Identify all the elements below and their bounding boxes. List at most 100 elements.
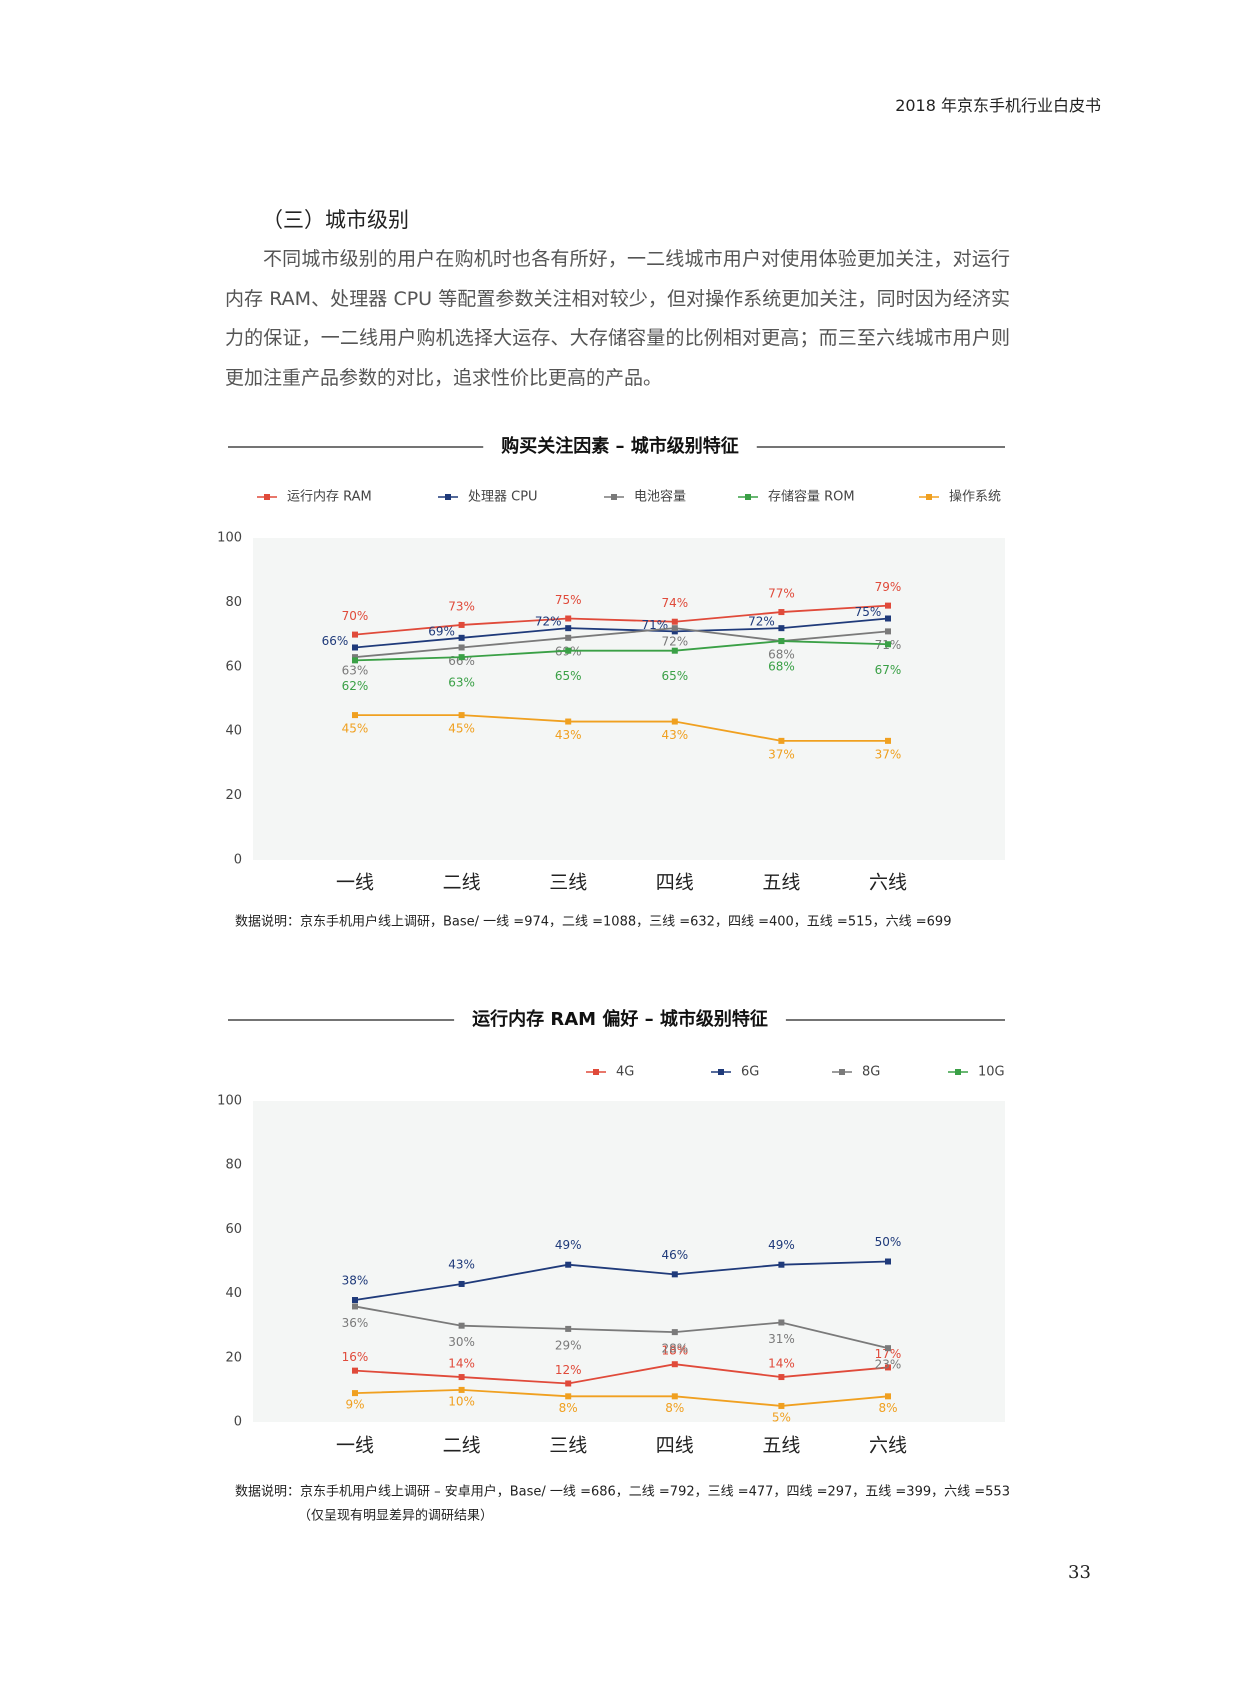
data-label: 65% xyxy=(661,669,688,683)
legend-label: 10G xyxy=(978,1065,1005,1080)
series-line xyxy=(354,1305,889,1350)
data-label: 66% xyxy=(322,634,349,648)
data-label: 9% xyxy=(345,1398,364,1412)
chart: 运行内存 RAM 偏好 – 城市级别特征 4G 6G 8G 10G 0 20 40 60 80 10… xyxy=(217,1008,1010,1524)
data-label: 49% xyxy=(768,1238,795,1252)
data-point xyxy=(565,718,572,725)
y-tick-label: 100 xyxy=(217,531,242,546)
data-label: 28% xyxy=(661,1342,688,1356)
data-point xyxy=(565,1261,572,1268)
data-point xyxy=(885,641,891,648)
data-label: 63% xyxy=(342,664,369,678)
data-label: 38% xyxy=(342,1274,369,1288)
data-point xyxy=(352,712,358,719)
data-point xyxy=(671,1393,678,1400)
x-tick-label: 五线 xyxy=(762,872,800,894)
x-tick-label: 二线 xyxy=(443,872,481,894)
data-label: 37% xyxy=(875,747,902,761)
data-label: 46% xyxy=(661,1248,688,1262)
data-label: 69% xyxy=(428,624,455,638)
data-point xyxy=(671,625,678,632)
y-tick-label: 60 xyxy=(225,1222,242,1237)
note: 数据说明：京东手机用户线上调研 – 安卓用户，Base/ 一线 =686，二线 … xyxy=(235,1484,1010,1500)
legend-marker xyxy=(839,1069,845,1075)
data-label: 5% xyxy=(772,1410,791,1424)
data-point xyxy=(458,1322,465,1329)
data-point xyxy=(671,1271,678,1278)
data-label: 45% xyxy=(448,722,475,736)
data-label: 8% xyxy=(665,1401,684,1415)
section-title: （三）城市级别 xyxy=(262,208,409,232)
data-point xyxy=(352,644,358,651)
legend-label: 操作系统 xyxy=(949,489,1001,505)
x-tick-label: 四线 xyxy=(656,872,694,894)
data-label: 31% xyxy=(768,1332,795,1346)
x-tick-label: 五线 xyxy=(762,1435,800,1457)
y-tick-label: 0 xyxy=(234,1415,242,1430)
x-tick-label: 一线 xyxy=(336,872,374,894)
data-point xyxy=(458,1374,465,1381)
data-label: 8% xyxy=(559,1401,578,1415)
x-tick-label: 三线 xyxy=(549,872,587,894)
plot-area xyxy=(253,538,1005,860)
data-label: 37% xyxy=(768,747,795,761)
data-label: 8% xyxy=(878,1401,897,1415)
data-point xyxy=(565,1380,572,1387)
legend-marker xyxy=(955,1069,961,1075)
legend-label: 电池容量 xyxy=(634,489,686,505)
data-point xyxy=(885,1345,891,1352)
data-label: 50% xyxy=(875,1235,902,1249)
data-point xyxy=(885,1258,891,1265)
data-point xyxy=(778,1402,785,1409)
data-label: 16% xyxy=(342,1350,369,1364)
legend-marker xyxy=(445,494,451,500)
legend-marker xyxy=(593,1069,599,1075)
data-point xyxy=(565,625,572,632)
data-label: 18% xyxy=(661,1344,688,1358)
data-point xyxy=(352,654,358,661)
data-point xyxy=(671,647,678,654)
data-label: 63% xyxy=(448,676,475,690)
data-point xyxy=(352,1390,358,1397)
data-point xyxy=(778,638,785,645)
series-line xyxy=(354,640,889,662)
x-tick-label: 四线 xyxy=(656,1435,694,1457)
legend-marker xyxy=(264,494,270,500)
data-label: 43% xyxy=(555,728,582,742)
data-point xyxy=(352,1297,358,1304)
data-point xyxy=(885,628,891,635)
data-label: 67% xyxy=(875,663,902,677)
x-tick-label: 六线 xyxy=(869,1435,907,1457)
data-label: 14% xyxy=(448,1357,475,1371)
data-label: 36% xyxy=(342,1316,369,1330)
data-point xyxy=(778,609,785,616)
legend-marker xyxy=(611,494,617,500)
data-label: 73% xyxy=(448,599,475,613)
data-label: 45% xyxy=(342,722,369,736)
data-label: 30% xyxy=(448,1335,475,1349)
data-label: 65% xyxy=(555,669,582,683)
data-label: 68% xyxy=(768,648,795,662)
x-tick-label: 三线 xyxy=(549,1435,587,1457)
data-point xyxy=(671,618,678,625)
series-line xyxy=(355,714,888,742)
data-point xyxy=(565,1393,572,1400)
y-tick-label: 40 xyxy=(225,1286,242,1301)
data-point xyxy=(352,657,358,664)
note: 数据说明：京东手机用户线上调研，Base/ 一线 =974，二线 =1088，三… xyxy=(235,914,951,930)
data-point xyxy=(458,644,465,651)
x-tick-label: 二线 xyxy=(443,1435,481,1457)
legend-label: 4G xyxy=(616,1065,634,1080)
series-line xyxy=(354,627,889,659)
series-line xyxy=(354,617,889,649)
legend-label: 处理器 CPU xyxy=(468,490,538,505)
data-point xyxy=(778,1261,785,1268)
data-point xyxy=(671,628,678,635)
data-label: 17% xyxy=(875,1347,902,1361)
data-point xyxy=(778,1319,785,1326)
header: 2018 年京东手机行业白皮书 xyxy=(895,96,1101,115)
data-label: 72% xyxy=(535,615,562,629)
data-label: 62% xyxy=(342,679,369,693)
data-label: 23% xyxy=(875,1358,902,1372)
